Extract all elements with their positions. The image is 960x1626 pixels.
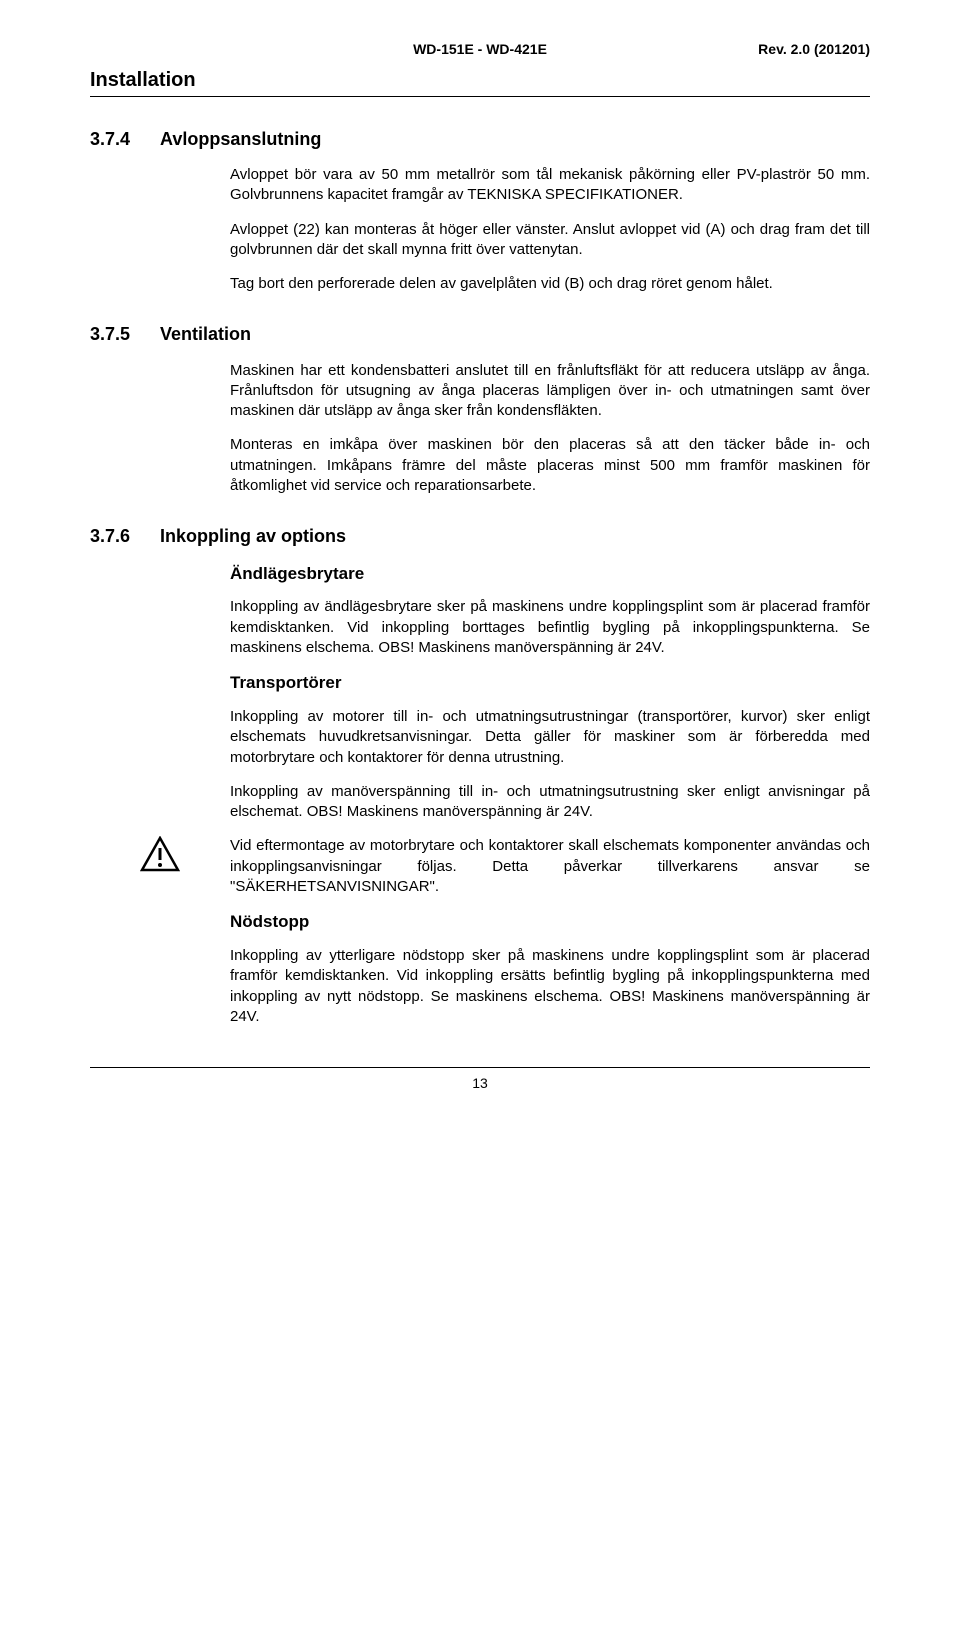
subsection-heading: Nödstopp bbox=[230, 911, 870, 934]
section-body: Nödstopp Inkoppling av ytterligare nödst… bbox=[230, 911, 870, 1027]
paragraph: Maskinen har ett kondensbatteri anslutet… bbox=[230, 361, 870, 422]
section-number: 3.7.4 bbox=[90, 127, 160, 151]
footer-rule bbox=[90, 1067, 870, 1068]
doc-id: WD-151E - WD-421E bbox=[270, 40, 690, 59]
paragraph: Inkoppling av ytterligare nödstopp sker … bbox=[230, 946, 870, 1027]
subsection-heading: Transportörer bbox=[230, 672, 870, 695]
section-body: Avloppet bör vara av 50 mm metallrör som… bbox=[230, 165, 870, 294]
section-body: Ändlägesbrytare Inkoppling av ändlägesbr… bbox=[230, 563, 870, 823]
warning-icon bbox=[140, 836, 180, 878]
doc-rev: Rev. 2.0 (201201) bbox=[690, 40, 870, 59]
paragraph: Inkoppling av manöverspänning till in- o… bbox=[230, 782, 870, 823]
page-number: 13 bbox=[90, 1074, 870, 1093]
warning-text: Vid eftermontage av motorbrytare och kon… bbox=[230, 836, 870, 897]
paragraph: Avloppet bör vara av 50 mm metallrör som… bbox=[230, 165, 870, 206]
section-title: Avloppsanslutning bbox=[160, 127, 321, 151]
page-header: WD-151E - WD-421E Rev. 2.0 (201201) bbox=[90, 40, 870, 59]
subsection-heading: Ändlägesbrytare bbox=[230, 563, 870, 586]
section-name: Installation bbox=[90, 67, 870, 94]
section-heading-row: 3.7.5 Ventilation bbox=[90, 322, 870, 346]
section-number: 3.7.5 bbox=[90, 322, 160, 346]
paragraph: Avloppet (22) kan monteras åt höger elle… bbox=[230, 220, 870, 261]
section-heading-row: 3.7.4 Avloppsanslutning bbox=[90, 127, 870, 151]
section-heading-row: 3.7.6 Inkoppling av options bbox=[90, 524, 870, 548]
section-body: Maskinen har ett kondensbatteri anslutet… bbox=[230, 361, 870, 497]
paragraph: Inkoppling av motorer till in- och utmat… bbox=[230, 707, 870, 768]
section-number: 3.7.6 bbox=[90, 524, 160, 548]
section-3-7-5: 3.7.5 Ventilation Maskinen har ett konde… bbox=[90, 322, 870, 496]
warning-row: Vid eftermontage av motorbrytare och kon… bbox=[90, 836, 870, 897]
paragraph: Tag bort den perforerade delen av gavelp… bbox=[230, 274, 870, 294]
section-3-7-6: 3.7.6 Inkoppling av options Ändlägesbryt… bbox=[90, 524, 870, 1027]
paragraph: Inkoppling av ändlägesbrytare sker på ma… bbox=[230, 597, 870, 658]
section-title: Inkoppling av options bbox=[160, 524, 346, 548]
section-title: Ventilation bbox=[160, 322, 251, 346]
header-rule bbox=[90, 96, 870, 97]
section-3-7-4: 3.7.4 Avloppsanslutning Avloppet bör var… bbox=[90, 127, 870, 295]
paragraph: Monteras en imkåpa över maskinen bör den… bbox=[230, 435, 870, 496]
